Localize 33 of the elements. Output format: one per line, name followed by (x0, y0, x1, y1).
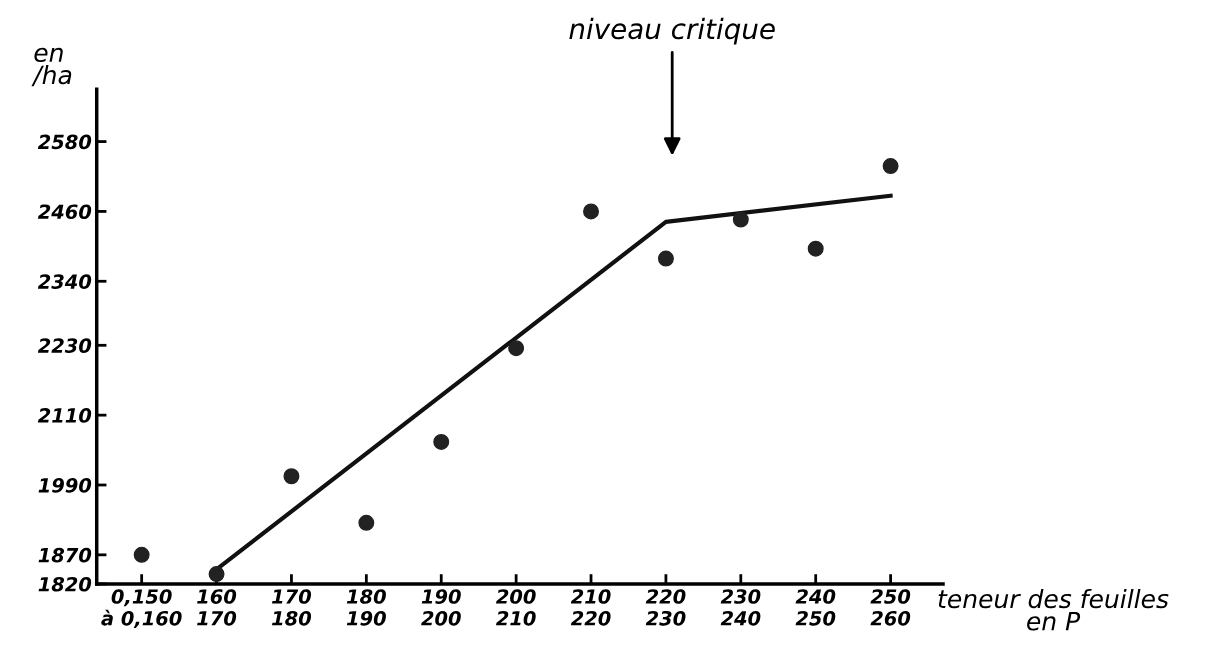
x-tick-label: 190 200 (421, 589, 461, 626)
x-tick-label: 0,150 à 0,160 (101, 589, 182, 629)
point (732, 211, 749, 228)
x-tick-label: 200 210 (495, 589, 536, 626)
x-tick-label: 220 230 (645, 589, 686, 626)
point (208, 566, 225, 583)
point (882, 158, 899, 174)
point (807, 240, 824, 257)
x-tick-label: 210 220 (570, 589, 611, 626)
x-tick-label: 230 240 (720, 589, 761, 626)
y-tick-label: 2460 (37, 204, 92, 220)
text: niveau critique (569, 17, 775, 45)
x-tick-label: 170 180 (271, 589, 312, 626)
x-axis-title: teneur des feuilles en P (938, 588, 1169, 631)
y-tick-label: 2340 (37, 274, 92, 289)
y-tick-label: 2230 (37, 338, 92, 353)
x-tick-label: 160 170 (197, 589, 237, 626)
point (508, 340, 525, 357)
y-tick-label: 1990 (38, 477, 92, 493)
x-tick-label: 240 250 (795, 589, 836, 626)
point (433, 433, 450, 450)
x-tick-label: 250 260 (870, 589, 911, 626)
point (657, 250, 674, 267)
y-tick-label: 2110 (37, 408, 92, 423)
y-tick-label: 1870 (38, 547, 92, 563)
point (583, 203, 599, 220)
y-axis-title: en /ha (31, 47, 72, 87)
point (358, 514, 375, 531)
point (283, 468, 300, 485)
y-tick-label: 1820 (38, 576, 92, 592)
point (133, 546, 150, 563)
y-tick-label: 2580 (37, 134, 92, 150)
x-tick-label: 180 190 (346, 589, 386, 626)
